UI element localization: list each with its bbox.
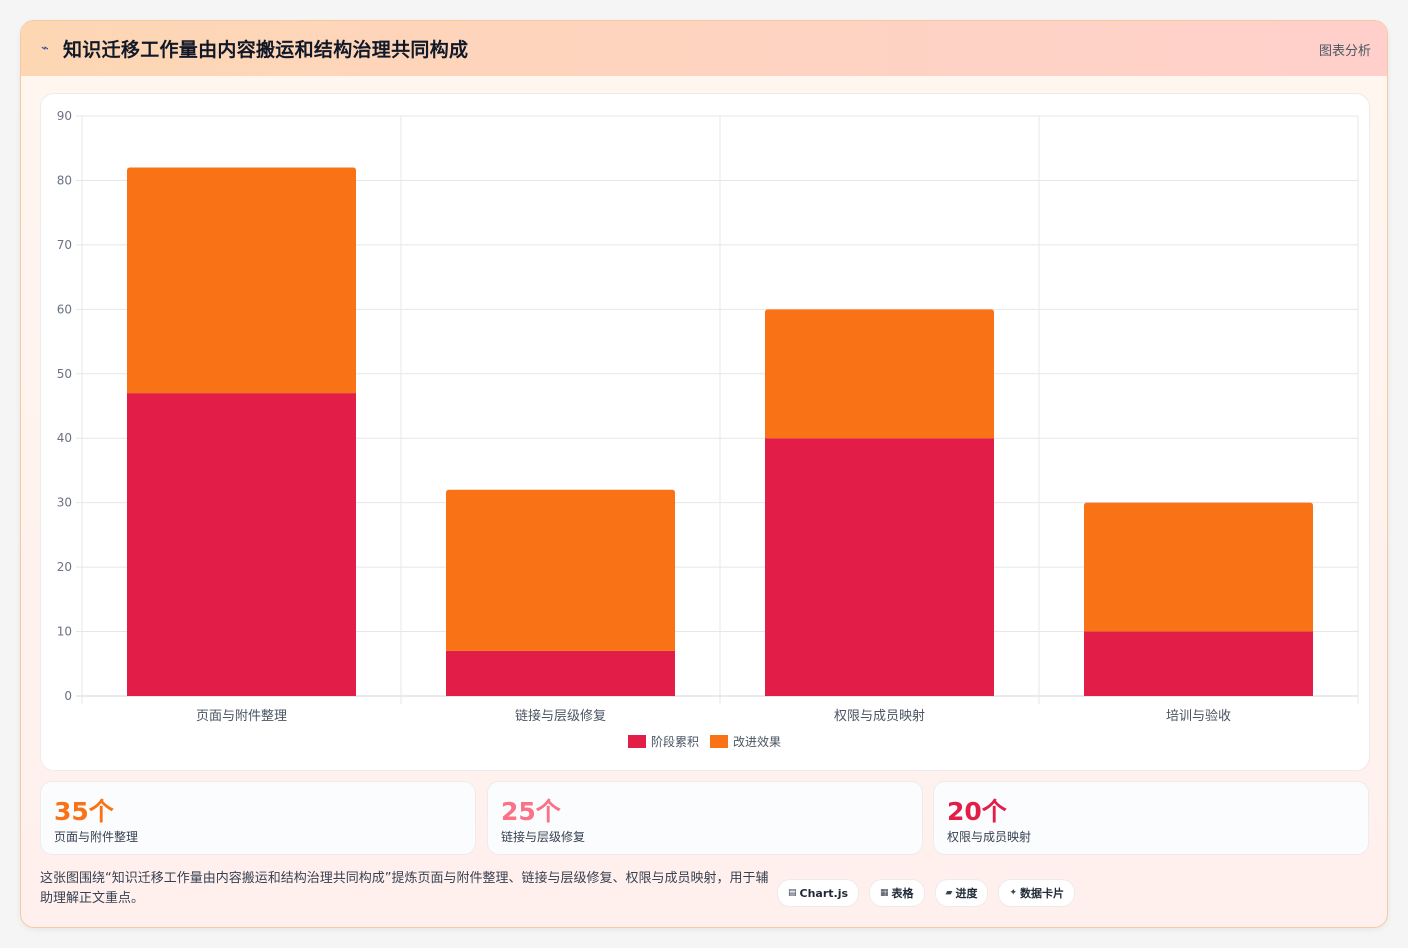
bar-segment: [765, 438, 994, 696]
y-tick-label: 30: [57, 496, 72, 510]
x-tick-label: 权限与成员映射: [834, 708, 925, 724]
y-tick-label: 20: [57, 560, 72, 574]
stacked-bar-chart: 0 10 20 30 40 50 60 70 80 90 页面与附件整理 链接与层级修复 权限与成员映射…: [57, 109, 1359, 749]
x-tick-label: 链接与层级修复: [515, 708, 606, 724]
chart-title: 知识迁移工作量由内容搬运和结构治理共同构成: [63, 39, 469, 61]
data-card-icon: ✦: [1009, 888, 1018, 898]
stat-card-1: 35个 页面与附件整理: [40, 781, 476, 855]
legend-label: 改进效果: [733, 734, 781, 749]
chip-label: 表格: [891, 887, 914, 900]
card-header: ⌁ 知识迁移工作量由内容搬运和结构治理共同构成 图表分析: [21, 21, 1387, 76]
stat-card-3: 20个 权限与成员映射: [933, 781, 1369, 855]
stat-value: 20个: [947, 797, 1007, 826]
x-tick-label: 页面与附件整理: [196, 709, 287, 724]
progress-icon: ▰: [945, 888, 953, 898]
y-tick-label: 10: [57, 625, 72, 639]
stat-label: 页面与附件整理: [54, 830, 139, 844]
chip-chartjs[interactable]: ▤ Chart.js: [777, 879, 860, 907]
y-tick-label: 0: [64, 689, 72, 703]
chip-table[interactable]: ▦ 表格: [869, 879, 925, 907]
chip-label: 进度: [955, 887, 978, 900]
chart-description: 这张图围绕“知识迁移工作量由内容搬运和结构治理共同构成”提炼页面与附件整理、链接…: [40, 871, 769, 906]
x-tick-label: 培训与验收: [1166, 708, 1231, 724]
chart-analysis-tag: 图表分析: [1318, 44, 1371, 59]
y-tick-label: 90: [57, 109, 72, 123]
bar-segment: [446, 650, 675, 696]
y-tick-label: 40: [57, 431, 72, 445]
bar-segment: [765, 309, 994, 439]
bar-segment: [127, 393, 356, 696]
stat-value: 25个: [501, 797, 561, 826]
chip-data-card[interactable]: ✦ 数据卡片: [998, 879, 1076, 907]
y-tick-label: 50: [57, 367, 72, 381]
chip-label: Chart.js: [799, 886, 849, 900]
bar-segment: [1084, 502, 1313, 632]
stat-card-2: 25个 链接与层级修复: [487, 781, 923, 855]
bar-segment: [1084, 631, 1313, 696]
bar-segment: [446, 489, 675, 651]
y-tick-label: 60: [57, 302, 72, 316]
chart-area: 0 10 20 30 40 50 60 70 80 90 页面与附件整理 链接与层级修复 权限与成员映射…: [40, 93, 1370, 771]
bar-segment: [127, 167, 356, 394]
chart-icon: ▤: [788, 888, 797, 898]
chart-card: ⌁ 知识迁移工作量由内容搬运和结构治理共同构成 图表分析 0 10 20 30 40 50…: [20, 20, 1388, 928]
legend-swatch: [628, 735, 646, 748]
y-tick-label: 70: [57, 238, 72, 252]
y-tick-label: 80: [57, 173, 72, 187]
line-chart-icon: ⌁: [41, 41, 49, 56]
tag-chips: ▤ Chart.js ▦ 表格 ▰ 进度 ✦ 数据卡片: [777, 879, 1076, 907]
table-icon: ▦: [880, 888, 889, 898]
chip-label: 数据卡片: [1020, 887, 1065, 900]
stat-label: 权限与成员映射: [947, 830, 1032, 844]
legend-swatch: [710, 735, 728, 748]
stat-label: 链接与层级修复: [501, 830, 586, 844]
chip-progress[interactable]: ▰ 进度: [934, 879, 989, 907]
stat-value: 35个: [54, 797, 114, 826]
legend-label: 阶段累积: [651, 734, 699, 749]
